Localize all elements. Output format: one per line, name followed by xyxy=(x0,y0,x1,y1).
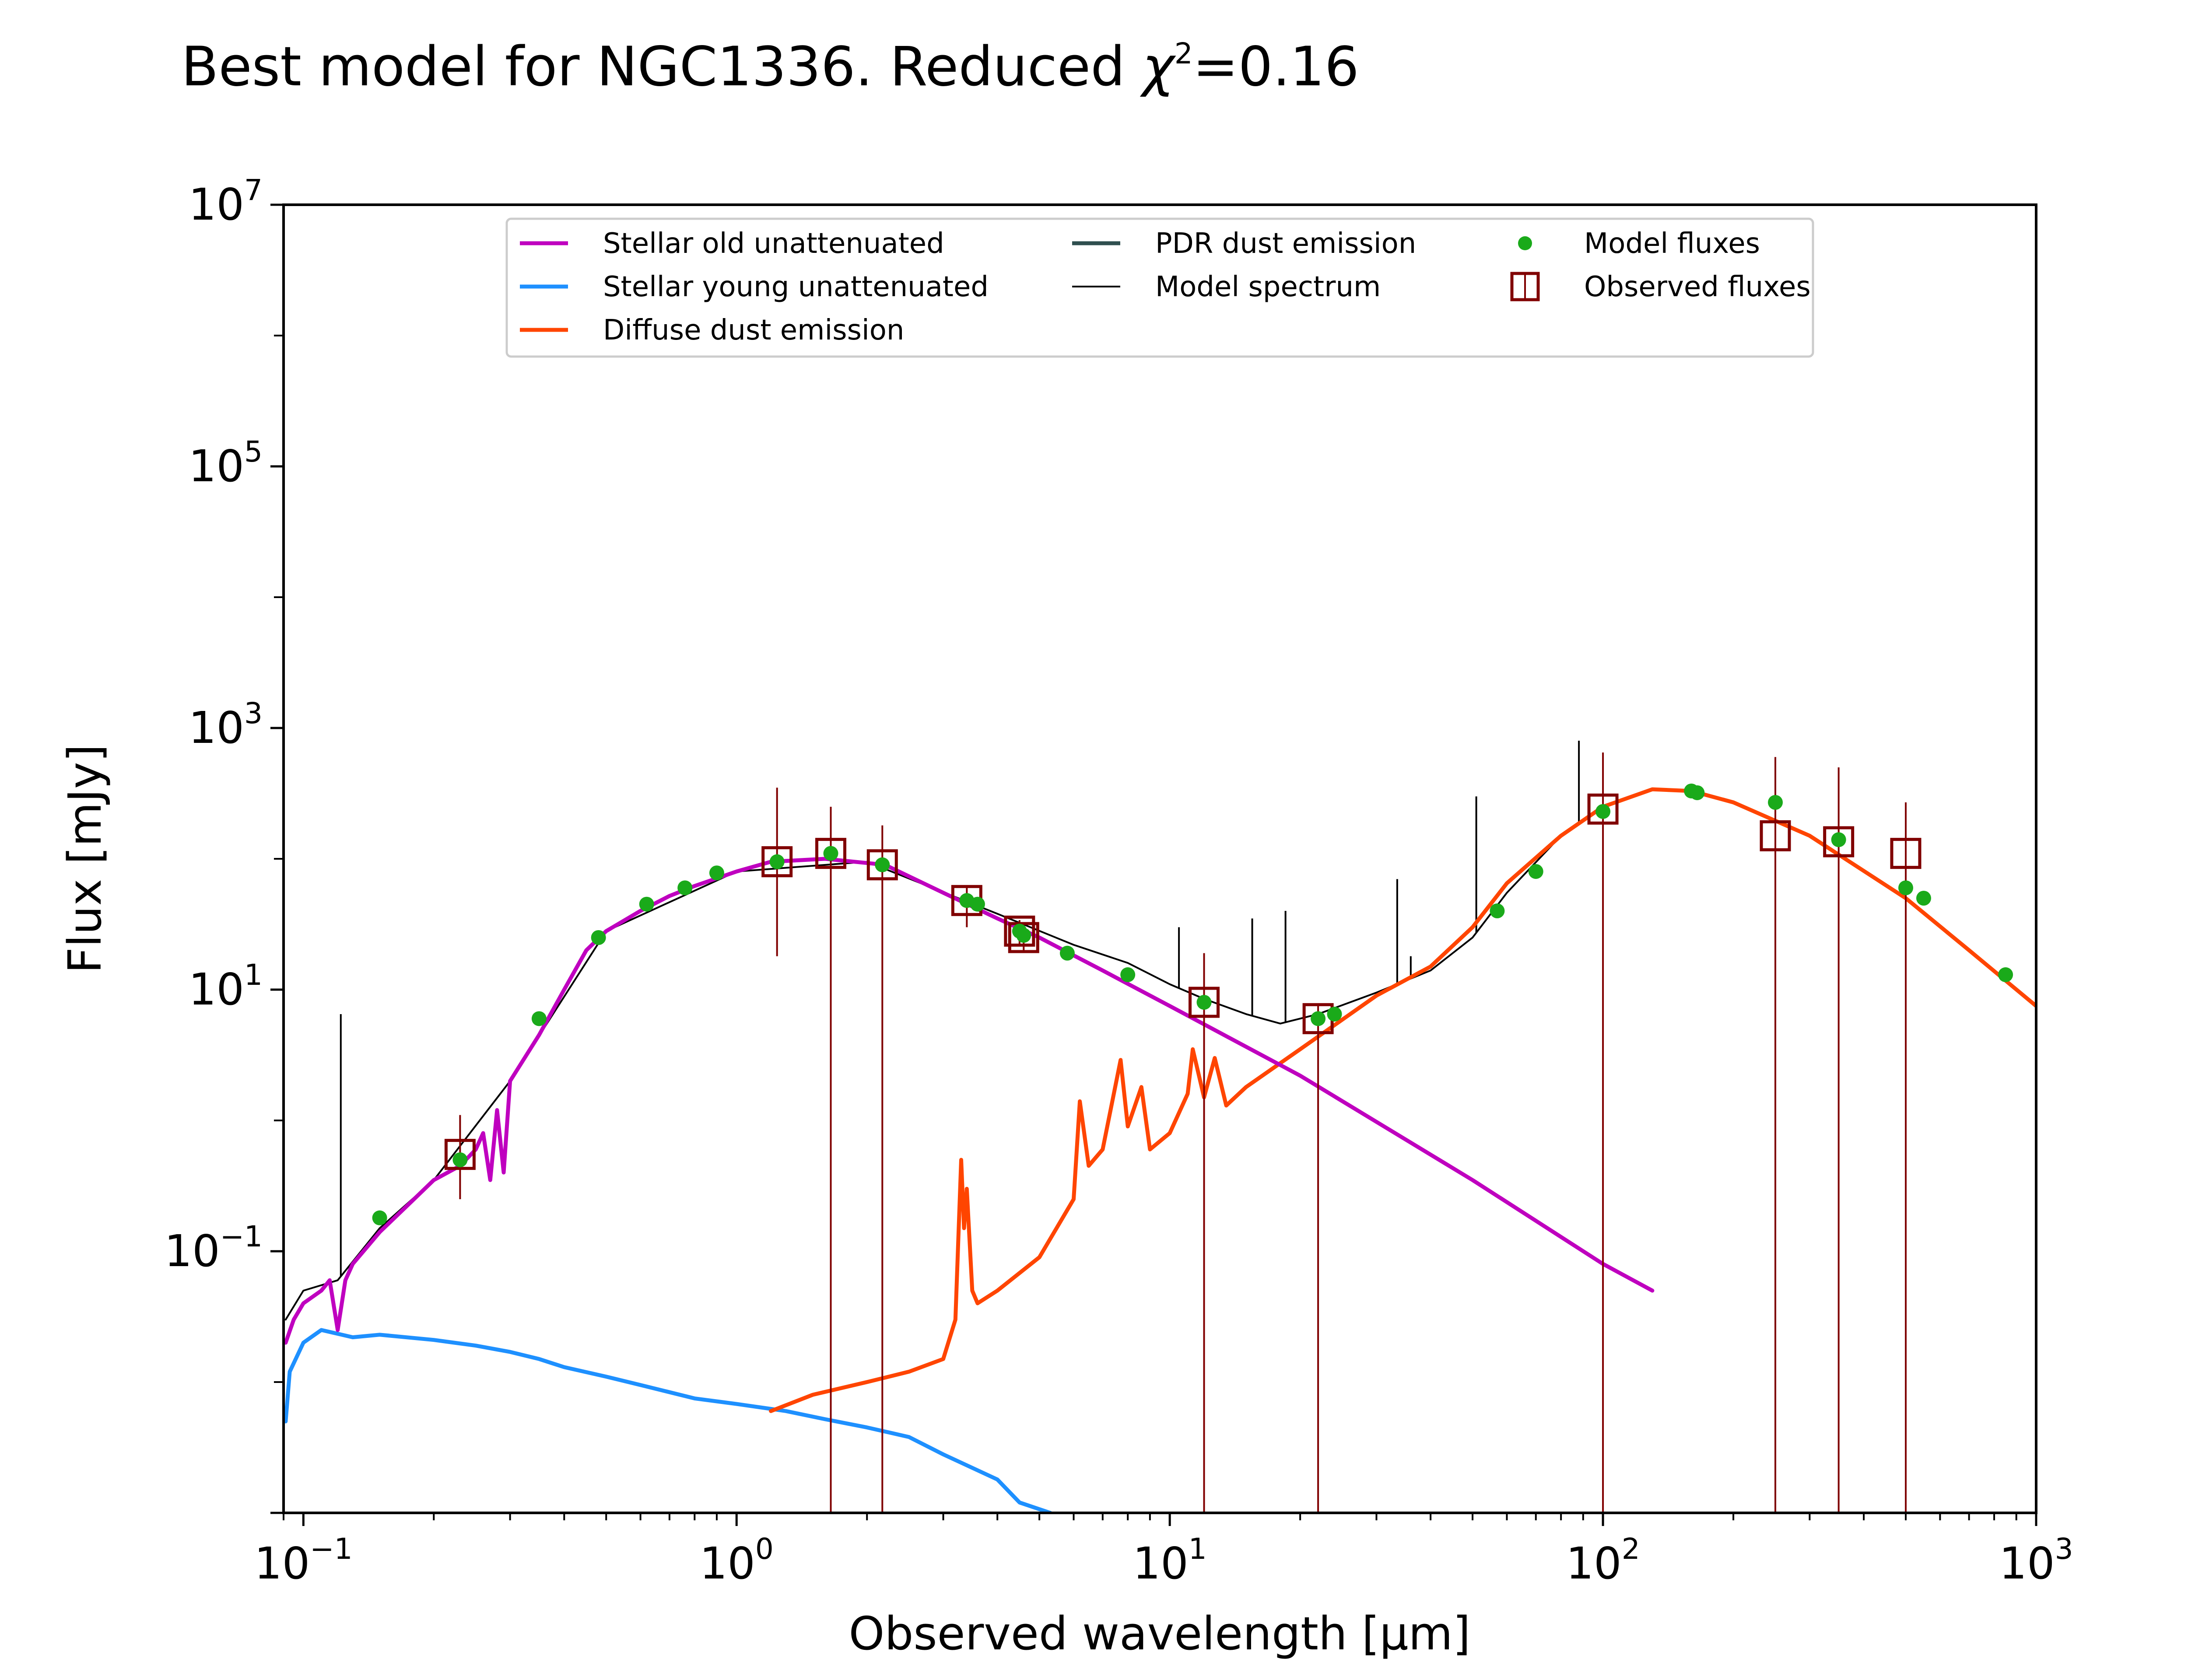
legend-label: Model spectrum xyxy=(1155,271,1381,303)
plot-area xyxy=(282,203,2037,1514)
model-flux-point-25 xyxy=(1768,795,1783,810)
model-flux-point-14 xyxy=(1016,928,1031,943)
y-tick-label: 107 xyxy=(189,173,263,230)
x-tick-label: 100 xyxy=(700,1532,774,1589)
model-flux-point-8 xyxy=(769,854,785,869)
observed-flux-point-4 xyxy=(866,849,898,881)
y-axis-label: Flux [mJy] xyxy=(58,744,112,973)
x-tick-label: 10−1 xyxy=(254,1532,353,1589)
model-flux-point-3 xyxy=(531,1011,547,1026)
legend-item-model-fluxes: Model fluxes xyxy=(1518,228,1760,260)
model-flux-point-27 xyxy=(1898,880,1914,896)
x-tick-label: 102 xyxy=(1566,1532,1640,1589)
legend-label: PDR dust emission xyxy=(1155,228,1416,260)
legend-label: Observed fluxes xyxy=(1584,271,1811,303)
model-flux-point-10 xyxy=(875,857,890,872)
series-stellar-young-unattenuated xyxy=(284,1328,1052,1513)
series-diffuse-dust-emission xyxy=(769,787,2036,1413)
model-flux-point-12 xyxy=(970,896,985,912)
observed-flux-point-1 xyxy=(444,1139,476,1170)
model-flux-point-28 xyxy=(1916,891,1931,906)
y-tick-label: 105 xyxy=(189,435,263,492)
y-tick-label: 101 xyxy=(189,958,263,1015)
x-tick-label: 103 xyxy=(1999,1532,2073,1589)
observed-flux-point-11 xyxy=(1760,820,1791,851)
model-flux-point-2 xyxy=(452,1152,468,1168)
model-flux-point-15 xyxy=(1059,945,1075,961)
model-flux-point-29 xyxy=(1998,967,2013,982)
model-flux-point-7 xyxy=(709,865,724,881)
model-flux-point-19 xyxy=(1327,1006,1342,1022)
model-flux-point-1 xyxy=(372,1210,387,1225)
legend-label: Stellar old unattenuated xyxy=(603,228,944,260)
y-tick-label: 103 xyxy=(189,696,263,753)
chart-title: Best model for NGC1336. Reduced χ2=0.16 xyxy=(181,35,1359,98)
legend-item-model-spectrum: Model spectrum xyxy=(1072,271,1381,303)
model-flux-point-4 xyxy=(591,930,606,945)
model-flux-point-20 xyxy=(1490,903,1505,918)
legend-swatch xyxy=(1518,236,1532,250)
model-flux-point-9 xyxy=(823,846,838,861)
model-flux-point-21 xyxy=(1528,864,1543,879)
legend-item-stellar-young-unattenuated: Stellar young unattenuated xyxy=(520,271,989,303)
model-flux-point-16 xyxy=(1120,967,1136,982)
observed-flux-point-2 xyxy=(761,846,793,878)
legend-item-pdr-dust-emission: PDR dust emission xyxy=(1072,228,1416,260)
model-flux-point-5 xyxy=(639,896,654,912)
legend-label: Stellar young unattenuated xyxy=(603,271,989,303)
x-axis-ticks: 10−1 100 101 102 103 xyxy=(254,1513,2073,1589)
legend: Stellar old unattenuated Stellar young un… xyxy=(505,217,1814,358)
legend-item-stellar-old-unattenuated: Stellar old unattenuated xyxy=(520,228,944,260)
observed-flux-point-13 xyxy=(1890,838,1922,869)
x-tick-label: 101 xyxy=(1133,1532,1207,1589)
observed-flux-point-6 xyxy=(1004,915,1035,947)
x-axis-label: Observed wavelength [μm] xyxy=(849,1607,1471,1660)
model-flux-point-17 xyxy=(1196,994,1212,1010)
y-tick-label: 10−1 xyxy=(164,1220,263,1277)
observed-flux-point-12 xyxy=(1823,826,1855,858)
model-flux-point-22 xyxy=(1595,804,1611,819)
model-flux-point-6 xyxy=(677,880,693,896)
observed-flux-point-3 xyxy=(815,838,847,869)
legend-item-observed-fluxes: Observed fluxes xyxy=(1510,271,1811,303)
legend-items: Stellar old unattenuated Stellar young un… xyxy=(520,228,1811,346)
legend-box xyxy=(505,217,1814,358)
observed-flux-point-7 xyxy=(1008,922,1039,953)
markers-layer xyxy=(372,752,2013,1513)
legend-label: Model fluxes xyxy=(1584,228,1760,260)
legend-item-diffuse-dust-emission: Diffuse dust emission xyxy=(520,314,904,346)
observed-flux-point-8 xyxy=(1189,987,1220,1018)
model-flux-point-26 xyxy=(1831,832,1846,847)
observed-flux-point-10 xyxy=(1587,793,1619,825)
legend-label: Diffuse dust emission xyxy=(603,314,904,346)
y-axis-ticks: 10−1 101 103 105 107 xyxy=(164,173,284,1514)
model-flux-point-24 xyxy=(1690,785,1705,800)
model-flux-point-18 xyxy=(1311,1011,1326,1026)
